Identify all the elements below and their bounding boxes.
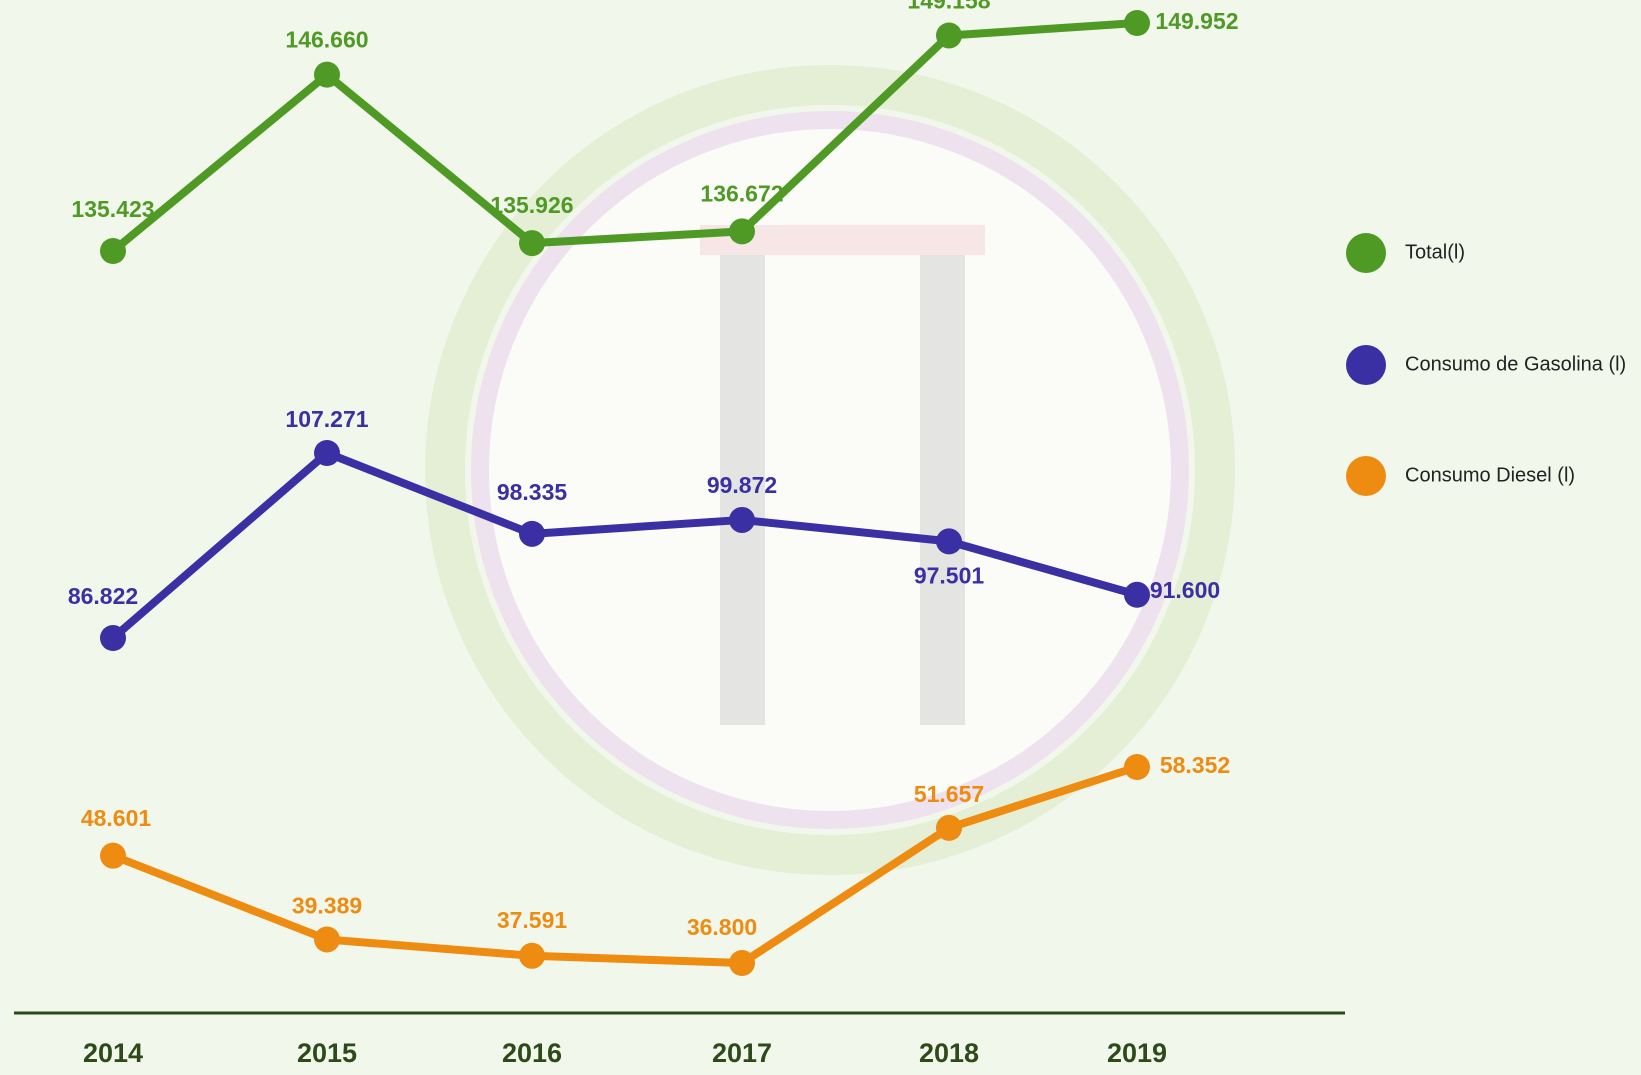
data-point [519, 520, 545, 547]
data-point [936, 528, 962, 555]
data-label: 37.591 [497, 907, 568, 933]
data-point [100, 842, 126, 869]
data-point [314, 440, 340, 466]
data-label: 99.872 [707, 472, 777, 498]
data-label: 136.672 [700, 180, 783, 206]
x-tick-label: 2017 [712, 1038, 772, 1068]
data-point [519, 942, 545, 969]
background-ring [425, 65, 1235, 875]
data-label: 39.389 [292, 893, 362, 919]
data-point [1124, 10, 1150, 36]
data-label: 86.822 [68, 583, 138, 609]
legend-label: Consumo Diesel (l) [1405, 464, 1575, 486]
data-label: 149.158 [907, 0, 990, 14]
series-line [110, 19, 1138, 255]
data-label: 36.800 [687, 914, 757, 940]
data-label: 51.657 [914, 781, 984, 807]
data-point [100, 238, 126, 264]
x-tick-label: 2016 [502, 1038, 562, 1068]
data-label: 98.335 [497, 479, 568, 505]
data-point [729, 950, 755, 976]
data-label: 91.600 [1150, 577, 1220, 603]
data-point [936, 22, 962, 49]
data-label: 107.271 [285, 406, 368, 432]
data-label: 97.501 [914, 562, 985, 588]
x-tick-label: 2019 [1107, 1038, 1167, 1068]
legend-marker [1346, 456, 1386, 496]
series-line [111, 763, 1139, 967]
pump-decoration [920, 250, 965, 725]
x-tick-label: 2014 [83, 1038, 143, 1068]
legend-marker [1346, 345, 1386, 385]
legend-label: Total(l) [1405, 241, 1465, 263]
pump-decoration [720, 250, 765, 725]
data-label: 135.423 [71, 196, 154, 222]
data-point [519, 230, 545, 257]
series-line [110, 449, 1139, 642]
data-label: 135.926 [490, 192, 573, 218]
data-point [729, 218, 755, 245]
legend-marker [1346, 233, 1386, 273]
data-point [729, 506, 755, 533]
data-label: 48.601 [81, 805, 152, 831]
x-tick-label: 2018 [919, 1038, 979, 1068]
data-point [936, 814, 962, 841]
data-point [100, 625, 126, 651]
data-point [314, 926, 340, 953]
data-point [1124, 581, 1150, 608]
legend-label: Consumo de Gasolina (l) [1405, 353, 1626, 375]
data-label: 58.352 [1160, 752, 1230, 778]
background-circle [471, 111, 1189, 829]
data-label: 146.660 [285, 27, 368, 53]
data-point [314, 61, 340, 88]
x-tick-label: 2015 [297, 1038, 357, 1068]
data-label: 149.952 [1155, 8, 1238, 34]
data-point [1124, 754, 1150, 780]
